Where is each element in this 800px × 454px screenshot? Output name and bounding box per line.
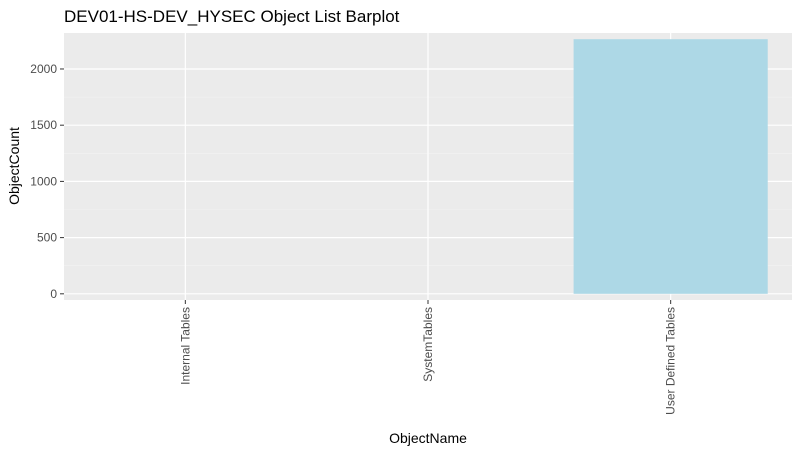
y-axis-label: ObjectCount: [6, 127, 22, 205]
y-tick-label: 1000: [30, 174, 57, 188]
x-axis: Internal Tables SystemTables User Defined …: [178, 300, 678, 415]
x-tick-label: Internal Tables: [178, 307, 192, 385]
y-tick-label: 2000: [30, 62, 57, 76]
chart-title: DEV01-HS-DEV_HYSEC Object List Barplot: [64, 7, 400, 26]
y-tick-label: 500: [37, 231, 57, 245]
x-tick-label: SystemTables: [421, 307, 435, 382]
y-axis: 0 500 1000 1500 2000: [30, 62, 64, 301]
bars: [573, 39, 768, 294]
y-tick-label: 0: [50, 287, 57, 301]
y-tick-label: 1500: [30, 118, 57, 132]
x-axis-label: ObjectName: [389, 430, 467, 446]
x-tick-label: User Defined Tables: [664, 307, 678, 415]
bar: [573, 39, 768, 294]
